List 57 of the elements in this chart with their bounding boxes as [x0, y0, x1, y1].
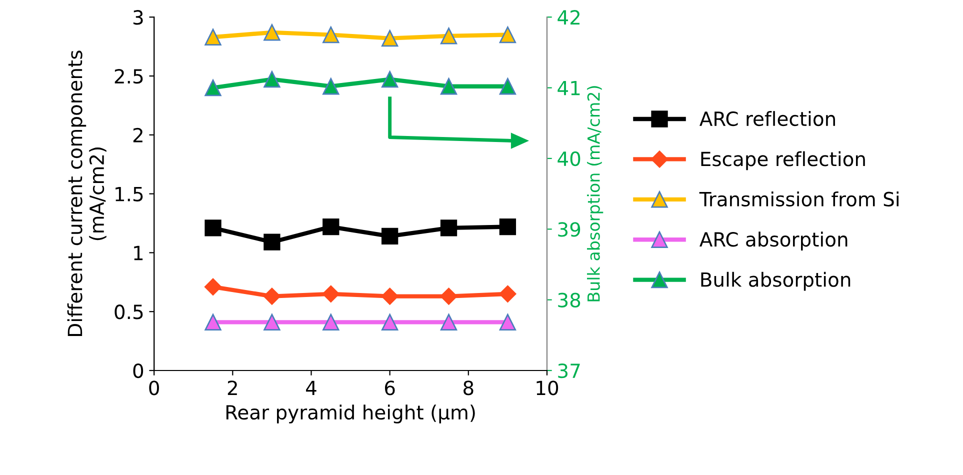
legend-label: Escape reflection	[701, 151, 865, 170]
point	[440, 78, 458, 95]
point	[440, 314, 458, 331]
legend-label: ARC absorption	[700, 232, 848, 250]
point	[381, 314, 398, 331]
point	[322, 285, 340, 302]
y-tick-label: 0	[133, 363, 144, 378]
y-tick-label: 1	[134, 246, 143, 260]
x-tick-label: 0	[149, 380, 159, 396]
point	[264, 24, 280, 41]
x-tick-label: 4	[306, 380, 316, 395]
point	[499, 314, 516, 331]
y2-tick-label: 39	[558, 222, 580, 237]
point	[381, 30, 398, 47]
x-tick-label: 2	[228, 380, 237, 395]
point	[264, 70, 280, 88]
point	[499, 285, 516, 302]
legend-label: Bulk absorption	[701, 272, 850, 291]
point	[381, 70, 398, 88]
point	[263, 288, 281, 305]
legend-label: ARC reflection	[700, 111, 835, 126]
y2-tick-label: 41	[558, 80, 580, 96]
point	[204, 220, 222, 236]
y-tick-label: 0.5	[114, 304, 143, 320]
x-tick-label: 6	[384, 380, 395, 396]
x-axis-title: Rear pyramid height (µm)	[226, 404, 475, 424]
point	[322, 26, 340, 44]
x-tick-label: 8	[464, 380, 474, 396]
y-axis-title: Different current components (mA/cm2)	[67, 50, 106, 336]
point	[322, 314, 340, 331]
point	[322, 218, 340, 236]
point	[204, 278, 222, 296]
y2-axis-title: Bulk absorption (mA/cm2)	[587, 86, 604, 302]
point	[381, 288, 398, 305]
point	[381, 228, 398, 245]
y2-tick-label: 42	[558, 10, 580, 24]
point	[499, 218, 516, 236]
y-tick-label: 3	[133, 10, 143, 25]
point	[204, 79, 222, 96]
point	[204, 314, 222, 331]
point	[440, 288, 458, 305]
y2-tick-label: 37	[558, 363, 580, 378]
y-tick-label: 1.5	[116, 187, 143, 202]
point	[322, 78, 340, 95]
y2-tick-label: 40	[558, 151, 580, 166]
y-tick-label: 2.5	[114, 68, 143, 84]
point	[264, 234, 280, 250]
point	[264, 314, 280, 331]
x-tick-label: 10	[536, 380, 558, 396]
legend-label: Transmission from Si	[699, 191, 898, 207]
point	[499, 78, 516, 95]
point	[499, 26, 516, 44]
point	[440, 220, 458, 236]
y-tick-label: 2	[133, 128, 142, 142]
y2-tick-label: 38	[558, 292, 580, 308]
point	[204, 28, 222, 46]
point	[440, 28, 458, 44]
